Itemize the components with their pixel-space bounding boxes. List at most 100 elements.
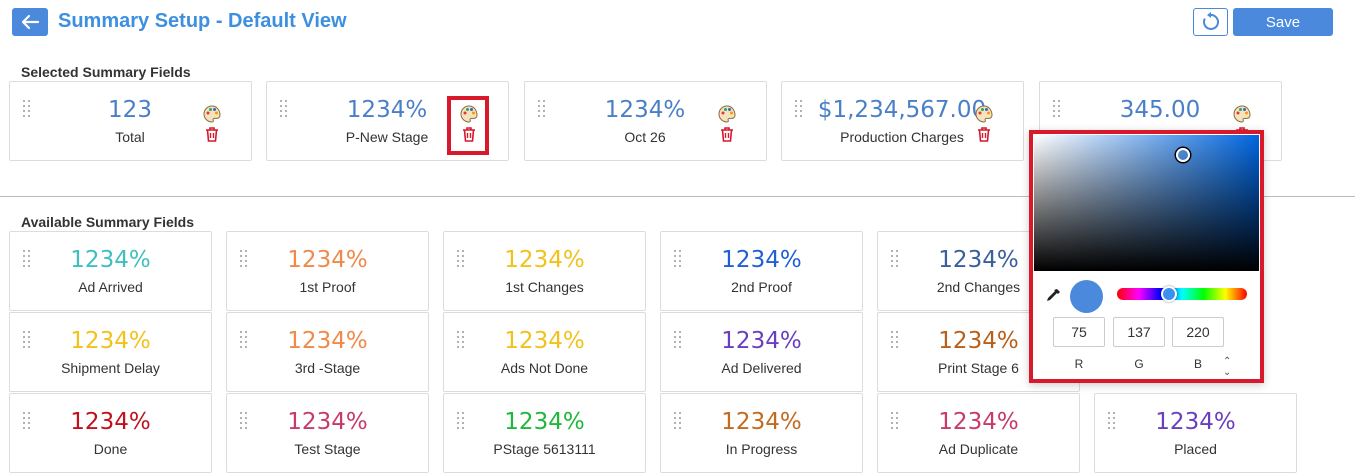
selected-field-card[interactable]: 1234% P-New Stage <box>266 81 509 161</box>
drag-handle-icon[interactable] <box>457 250 467 268</box>
field-value: 1234% <box>346 97 428 123</box>
color-picker[interactable]: 75 137 220 R G B ⌃ ⌄ <box>1029 130 1264 383</box>
back-button[interactable] <box>12 8 48 36</box>
back-arrow-icon <box>21 14 40 30</box>
eyedropper-icon[interactable] <box>1044 287 1062 305</box>
available-field-card[interactable]: 1234% 3rd -Stage <box>226 312 429 392</box>
trash-icon[interactable] <box>462 127 476 142</box>
field-label: Print Stage 6 <box>938 360 1019 376</box>
field-label: Ad Duplicate <box>938 441 1019 457</box>
palette-icon[interactable] <box>975 105 993 123</box>
field-value: 1234% <box>70 409 151 435</box>
field-value: 1234% <box>721 409 802 435</box>
field-value: 1234% <box>721 247 802 273</box>
drag-handle-icon[interactable] <box>23 412 33 430</box>
page-title: Summary Setup - Default View <box>58 10 347 32</box>
palette-icon[interactable] <box>1233 105 1251 123</box>
trash-icon[interactable] <box>205 127 219 142</box>
field-value: 1234% <box>287 409 368 435</box>
available-field-card[interactable]: 1234% Ad Delivered <box>660 312 863 392</box>
field-value: 1234% <box>504 328 585 354</box>
available-field-card[interactable]: 1234% 1st Changes <box>443 231 646 311</box>
field-value: 1234% <box>504 409 585 435</box>
drag-handle-icon[interactable] <box>23 100 33 118</box>
refresh-icon <box>1202 12 1219 30</box>
save-button[interactable]: Save <box>1233 8 1333 36</box>
drag-handle-icon[interactable] <box>674 412 684 430</box>
selected-field-card[interactable]: $1,234,567.00 Production Charges <box>781 81 1024 161</box>
field-label: 3rd -Stage <box>294 360 361 376</box>
palette-icon[interactable] <box>718 105 736 123</box>
field-label: 2nd Changes <box>936 279 1021 295</box>
available-field-card[interactable]: 1234% Done <box>9 393 212 473</box>
available-field-card[interactable]: 1234% Ad Duplicate <box>877 393 1080 473</box>
blue-label: B <box>1193 357 1202 371</box>
selected-field-card[interactable]: 123 Total <box>9 81 252 161</box>
available-field-card[interactable]: 1234% Shipment Delay <box>9 312 212 392</box>
field-value: 1234% <box>938 409 1019 435</box>
drag-handle-icon[interactable] <box>674 331 684 349</box>
drag-handle-icon[interactable] <box>23 250 33 268</box>
field-label: In Progress <box>725 441 798 457</box>
available-field-card[interactable]: 1234% Test Stage <box>226 393 429 473</box>
drag-handle-icon[interactable] <box>538 100 548 118</box>
field-label: P-New Stage <box>345 129 429 145</box>
red-label: R <box>1074 357 1084 371</box>
green-input[interactable]: 137 <box>1113 317 1165 347</box>
field-value: 1234% <box>504 247 585 273</box>
field-label: Oct 26 <box>624 129 666 145</box>
drag-handle-icon[interactable] <box>457 331 467 349</box>
drag-handle-icon[interactable] <box>795 100 805 118</box>
selected-field-card[interactable]: 1234% Oct 26 <box>524 81 767 161</box>
trash-icon[interactable] <box>977 127 991 142</box>
drag-handle-icon[interactable] <box>240 250 250 268</box>
header: Summary Setup - Default View Save <box>0 0 1355 48</box>
palette-icon[interactable] <box>203 105 221 123</box>
drag-handle-icon[interactable] <box>240 331 250 349</box>
section-divider <box>0 196 1355 197</box>
drag-handle-icon[interactable] <box>891 331 901 349</box>
available-field-card[interactable]: 1234% Ads Not Done <box>443 312 646 392</box>
field-value: $1,234,567.00 <box>817 97 987 123</box>
field-value: 1234% <box>70 328 151 354</box>
available-field-card[interactable]: 1234% PStage 5613111 <box>443 393 646 473</box>
available-field-card[interactable]: 1234% 2nd Proof <box>660 231 863 311</box>
hue-slider[interactable] <box>1117 288 1247 300</box>
drag-handle-icon[interactable] <box>240 412 250 430</box>
available-field-card[interactable]: 1234% Placed <box>1094 393 1297 473</box>
drag-handle-icon[interactable] <box>891 250 901 268</box>
field-label: Ads Not Done <box>500 360 589 376</box>
palette-icon[interactable] <box>460 105 478 123</box>
field-value: 1234% <box>604 97 686 123</box>
drag-handle-icon[interactable] <box>457 412 467 430</box>
available-field-card[interactable]: 1234% Ad Arrived <box>9 231 212 311</box>
highlight-box <box>447 96 489 155</box>
available-field-card[interactable]: 1234% In Progress <box>660 393 863 473</box>
field-label: 1st Changes <box>505 279 584 295</box>
drag-handle-icon[interactable] <box>891 412 901 430</box>
drag-handle-icon[interactable] <box>1053 100 1063 118</box>
blue-input[interactable]: 220 <box>1172 317 1224 347</box>
drag-handle-icon[interactable] <box>23 331 33 349</box>
selected-section-label: Selected Summary Fields <box>21 64 191 80</box>
field-label: Total <box>115 129 145 145</box>
hue-slider-thumb[interactable] <box>1161 286 1177 302</box>
field-label: PStage 5613111 <box>493 441 596 457</box>
available-section-label: Available Summary Fields <box>21 214 194 230</box>
field-label: Ad Delivered <box>721 360 802 376</box>
format-toggle-icon[interactable]: ⌃ ⌄ <box>1223 356 1232 378</box>
drag-handle-icon[interactable] <box>280 100 290 118</box>
field-label: 1st Proof <box>299 279 356 295</box>
trash-icon[interactable] <box>720 127 734 142</box>
field-label: Test Stage <box>294 441 361 457</box>
drag-handle-icon[interactable] <box>1108 412 1118 430</box>
refresh-button[interactable] <box>1193 8 1228 36</box>
field-label: 2nd Proof <box>731 279 792 295</box>
available-field-card[interactable]: 1234% 1st Proof <box>226 231 429 311</box>
field-value: 1234% <box>70 247 151 273</box>
drag-handle-icon[interactable] <box>674 250 684 268</box>
field-value: 123 <box>108 97 152 123</box>
saturation-cursor[interactable] <box>1176 148 1190 162</box>
red-input[interactable]: 75 <box>1053 317 1105 347</box>
saturation-panel[interactable] <box>1034 135 1259 271</box>
